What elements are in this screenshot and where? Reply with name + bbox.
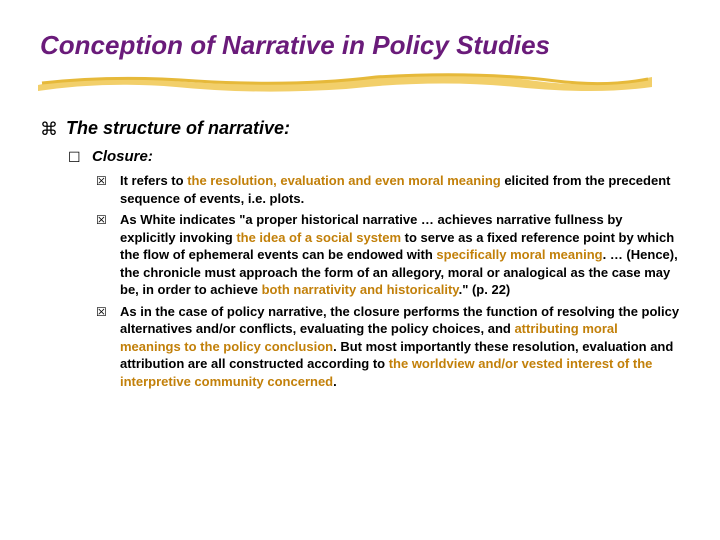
level3-text-1: It refers to the resolution, evaluation … [120,172,680,207]
highlight: specifically moral meaning [436,247,602,262]
level2-item: ☐ Closure: [68,148,680,166]
level3-item: ☒ As White indicates "a proper historica… [96,211,680,299]
highlight: the idea of a social system [236,230,401,245]
slide-title: Conception of Narrative in Policy Studie… [40,30,680,61]
level1-item: ⌘ The structure of narrative: [40,118,680,140]
level3-text-2: As White indicates "a proper historical … [120,211,680,299]
level3-bullet-icon: ☒ [96,173,108,207]
highlight: both narrativity and historicality [262,282,459,297]
level3-item: ☒ It refers to the resolution, evaluatio… [96,172,680,207]
brush-underline [36,67,656,95]
level3-text-3: As in the case of policy narrative, the … [120,303,680,391]
level3-bullet-icon: ☒ [96,304,108,391]
level1-bullet-icon: ⌘ [40,118,56,140]
level2-bullet-icon: ☐ [68,148,82,166]
level3-item: ☒ As in the case of policy narrative, th… [96,303,680,391]
level1-text: The structure of narrative: [66,118,290,140]
level3-bullet-icon: ☒ [96,212,108,299]
highlight: the resolution, evaluation and even mora… [187,173,501,188]
level2-text: Closure: [92,148,153,166]
slide: Conception of Narrative in Policy Studie… [0,0,720,415]
